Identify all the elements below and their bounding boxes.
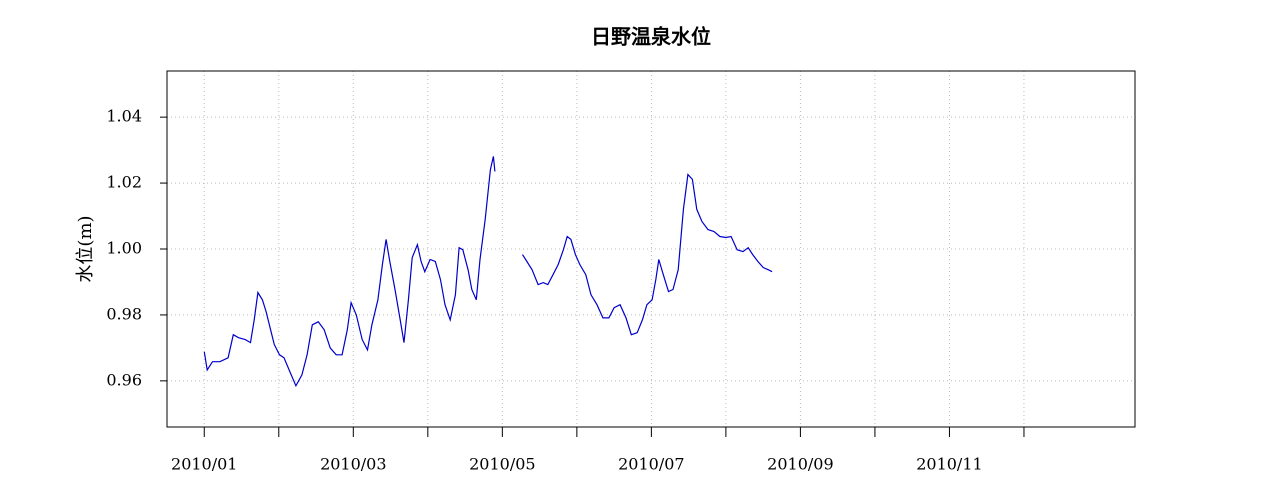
x-tick-label: 2010/01 bbox=[171, 455, 237, 474]
y-tick-label: 1.02 bbox=[106, 173, 142, 192]
x-tick-label: 2010/11 bbox=[916, 455, 982, 474]
y-tick-label: 1.04 bbox=[106, 107, 142, 126]
chart-title: 日野温泉水位 bbox=[591, 25, 711, 49]
x-tick-label: 2010/09 bbox=[767, 455, 833, 474]
plot-frame bbox=[166, 70, 1136, 428]
x-tick-label: 2010/07 bbox=[618, 455, 684, 474]
y-tick-label: 0.96 bbox=[106, 370, 142, 389]
y-tick-label: 0.98 bbox=[106, 304, 142, 323]
line-series bbox=[203, 156, 773, 388]
x-tick-label: 2010/05 bbox=[469, 455, 535, 474]
x-tick-label: 2010/03 bbox=[320, 455, 386, 474]
y-tick-label: 1.00 bbox=[106, 239, 142, 258]
y-axis-label: 水位(m) bbox=[75, 215, 96, 282]
